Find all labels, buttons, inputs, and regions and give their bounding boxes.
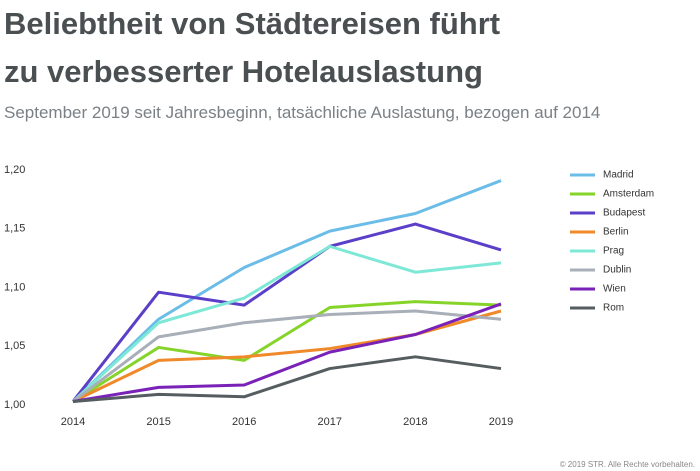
line	[71, 222, 502, 403]
legend-label: Budapest	[603, 208, 645, 219]
line	[71, 179, 502, 403]
y-tick-label: 1,15	[4, 223, 25, 235]
y-tick-label: 1,00	[4, 399, 25, 411]
legend-label: Rom	[603, 303, 624, 314]
legend-label: Prag	[603, 246, 624, 257]
x-tick-label: 2018	[403, 416, 427, 428]
x-tick-label: 2016	[232, 416, 256, 428]
legend-label: Wien	[603, 284, 626, 295]
line	[72, 355, 502, 403]
line	[72, 309, 502, 403]
x-tick-label: 2017	[318, 416, 342, 428]
legend-label: Dublin	[603, 265, 631, 276]
chart-title: Beliebtheit von Städtereisen führt	[4, 6, 500, 41]
line	[71, 244, 502, 403]
legend-label: Berlin	[603, 227, 629, 238]
line	[72, 309, 502, 403]
line	[72, 302, 502, 403]
chart-title: zu verbesserter Hotelauslastung	[4, 54, 483, 89]
x-tick-label: 2019	[489, 416, 513, 428]
y-tick-label: 1,05	[4, 340, 25, 352]
footnote: © 2019 STR. Alle Rechte vorbehalten.	[560, 460, 695, 469]
y-tick-label: 1,10	[4, 281, 25, 293]
x-tick-label: 2015	[146, 416, 170, 428]
x-tick-label: 2014	[61, 416, 85, 428]
legend-label: Madrid	[603, 170, 634, 181]
legend-label: Amsterdam	[603, 189, 654, 200]
y-tick-label: 1,20	[4, 164, 25, 176]
chart-subtitle: September 2019 seit Jahresbeginn, tatsäc…	[4, 103, 600, 122]
line	[72, 300, 502, 403]
